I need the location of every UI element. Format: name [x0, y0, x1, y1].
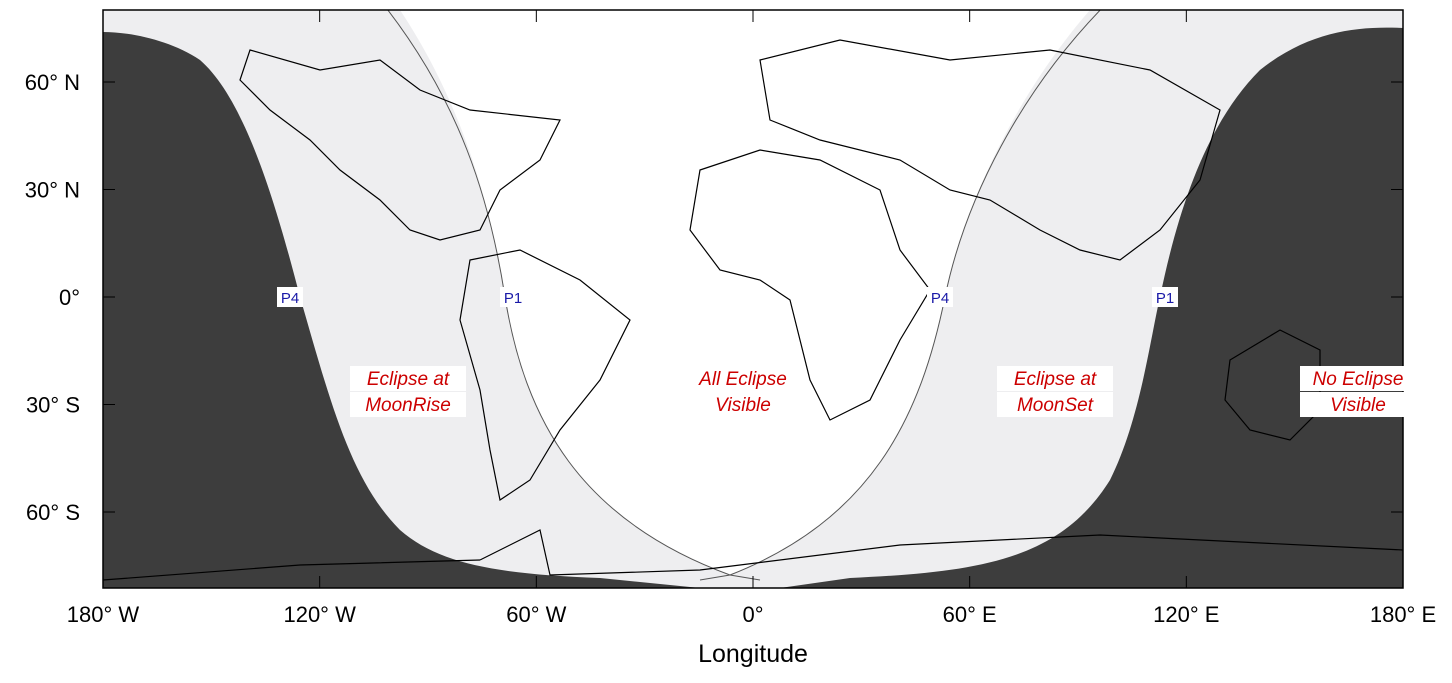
- contact-label: P4: [927, 287, 953, 307]
- region-label-bg: [350, 366, 466, 391]
- no-eclipse-east: [780, 10, 1403, 588]
- map-area: [103, 10, 1403, 588]
- region-label-bg: [685, 366, 801, 391]
- contact-label-bg: [277, 287, 303, 307]
- region-label-bg: [997, 366, 1113, 391]
- contact-label: P1: [1156, 290, 1174, 307]
- region-label: Visible: [715, 395, 771, 416]
- region-label: All Eclipse Visible: [685, 366, 801, 417]
- region-label-bg: [685, 392, 801, 417]
- contact-label: P1: [504, 290, 522, 307]
- x-tick-label: 120° E: [1153, 602, 1219, 627]
- region-label: Eclipse at MoonRise: [350, 366, 466, 417]
- region-label: MoonRise: [365, 395, 451, 416]
- region-label-bg: [1300, 392, 1416, 417]
- region-label: No Eclipse: [1313, 369, 1404, 390]
- x-tick-label: 180° W: [67, 602, 140, 627]
- region-label: Visible: [1330, 395, 1386, 416]
- contact-label-bg: [927, 287, 953, 307]
- x-tick-label: 60° W: [506, 602, 566, 627]
- x-axis-title: Longitude: [698, 640, 808, 668]
- region-label: MoonSet: [1017, 395, 1094, 416]
- coastlines: [103, 39, 1403, 581]
- contact-label: P1: [1152, 287, 1178, 307]
- region-label-bg: [350, 392, 466, 417]
- y-tick-label: 60° S: [26, 500, 80, 525]
- x-tick-label: 120° W: [283, 602, 356, 627]
- y-tick-label: 0°: [59, 285, 80, 310]
- region-label: No Eclipse Visible: [1300, 366, 1416, 417]
- contact-label: P4: [281, 290, 299, 307]
- region-label: Eclipse at MoonSet: [997, 366, 1113, 417]
- x-tick-label: 60° E: [943, 602, 997, 627]
- x-tick-label: 180° E: [1370, 602, 1436, 627]
- region-label-bg: [997, 392, 1113, 417]
- y-tick-label: 30° S: [26, 393, 80, 418]
- y-tick-label: 30° N: [25, 178, 80, 203]
- contact-label-bg: [500, 287, 526, 307]
- contact-label: P1: [500, 287, 526, 307]
- x-tick-label: 0°: [742, 602, 763, 627]
- region-label: All Eclipse: [698, 369, 787, 390]
- region-label: Eclipse at: [367, 369, 450, 390]
- no-eclipse-west: [103, 10, 700, 588]
- contact-label-bg: [1152, 287, 1178, 307]
- y-tick-label: 60° N: [25, 70, 80, 95]
- region-label: Eclipse at: [1014, 369, 1097, 390]
- contact-label: P4: [277, 287, 303, 307]
- region-label-bg: [1300, 366, 1416, 391]
- total-visibility-zone: [400, 10, 1090, 575]
- contact-label: P4: [931, 290, 949, 307]
